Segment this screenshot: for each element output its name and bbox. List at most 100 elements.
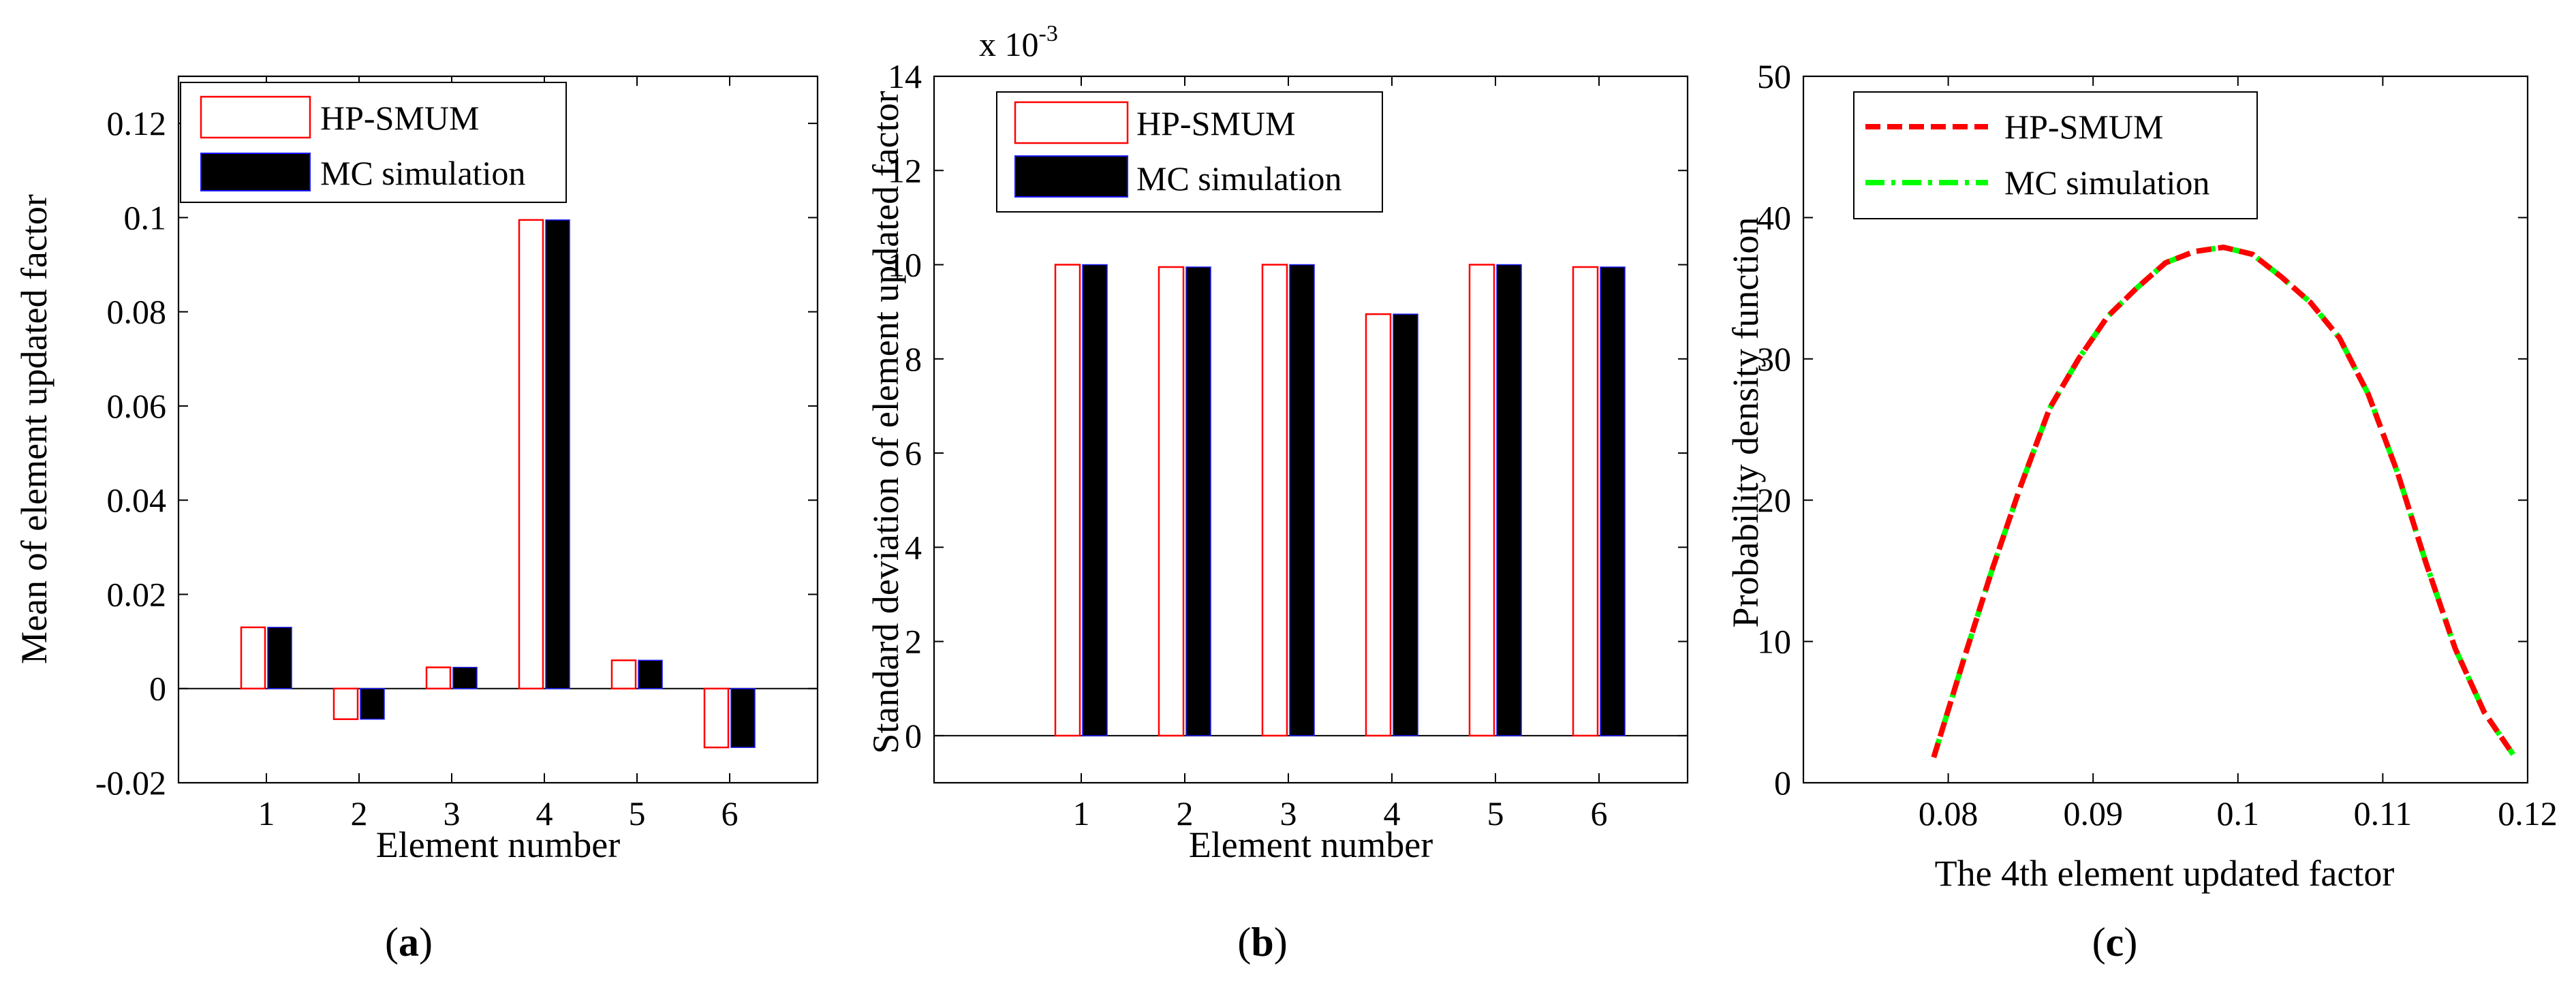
c-legend-label-hp-smum: HP-SMUM <box>2004 108 2163 146</box>
b-xtick-label: 2 <box>1177 794 1194 832</box>
a-xtick-label: 6 <box>721 794 739 832</box>
a-legend-label-mc-simulation: MC simulation <box>320 154 525 192</box>
c-legend-box <box>1853 91 2258 219</box>
a-xtick-label: 3 <box>444 794 461 832</box>
b-bar-mc-simulation-6 <box>1600 266 1626 736</box>
b-ytick-label: 14 <box>888 57 922 95</box>
b-legend-label-hp-smum: HP-SMUM <box>1136 104 1295 142</box>
b-bar-hp-smum-6 <box>1572 266 1599 737</box>
b-legend-label-mc-simulation: MC simulation <box>1136 159 1341 198</box>
c-ytick-label: 50 <box>1757 57 1791 95</box>
b-ytick-label: 6 <box>905 434 922 472</box>
a-legend: HP-SMUM MC simulation <box>180 82 567 203</box>
c-tick-layer: 0 10 20 30 40 50 0.08 0.09 0.1 0.11 0.12 <box>1757 57 2558 832</box>
a-bar-hp-smum-2 <box>332 687 359 720</box>
b-ylabel: Standard deviation of element updated fa… <box>865 91 906 753</box>
panel-a-mean-bar-chart: -0.02 0 0.02 0.04 0.06 0.08 0.1 0.12 1 2 3 4 5 6 Mean… <box>14 75 819 965</box>
a-bar-mc-simulation-1 <box>267 627 292 689</box>
c-ylabel: Probability density function <box>1725 217 1766 628</box>
b-bar-mc-simulation-1 <box>1082 264 1108 736</box>
c-legend-label-mc-simulation: MC simulation <box>2004 164 2209 202</box>
a-bar-hp-smum-3 <box>425 666 452 689</box>
b-xlabel: Element number <box>1189 824 1433 865</box>
a-bar-hp-smum-5 <box>610 659 637 689</box>
b-ytick-label: 4 <box>905 528 922 566</box>
a-ytick-label: 0 <box>149 670 166 708</box>
b-ytick-label: 12 <box>888 151 922 189</box>
c-xtick-label: 0.09 <box>2063 794 2123 832</box>
b-xtick-label: 1 <box>1073 794 1090 832</box>
c-ytick-label: 10 <box>1757 623 1791 661</box>
c-xtick-label: 0.12 <box>2498 794 2558 832</box>
c-xtick-label: 0.1 <box>2217 794 2260 832</box>
c-ytick-label: 40 <box>1757 198 1791 236</box>
b-legend-swatch-hp-smum <box>1014 101 1129 144</box>
c-ytick-label: 30 <box>1757 340 1791 378</box>
a-marks-layer <box>179 219 818 749</box>
a-ylabel: Mean of element updated factor <box>14 194 55 664</box>
a-xtick-label: 4 <box>536 794 553 832</box>
a-xtick-label: 2 <box>351 794 368 832</box>
a-legend-swatch-hp-smum <box>200 95 311 139</box>
b-panel-label: (b) <box>1237 920 1287 965</box>
b-xtick-label: 4 <box>1384 794 1401 832</box>
b-bar-hp-smum-2 <box>1158 266 1185 737</box>
a-bar-mc-simulation-2 <box>360 687 385 720</box>
b-bar-hp-smum-4 <box>1365 313 1392 737</box>
b-bar-hp-smum-5 <box>1468 264 1495 737</box>
a-tick-layer: -0.02 0 0.02 0.04 0.06 0.08 0.1 0.12 1 2 3 4 5 6 <box>95 76 818 832</box>
a-bar-mc-simulation-5 <box>638 659 663 689</box>
a-panel-label: (a) <box>385 920 433 965</box>
a-axes-frame <box>177 75 819 784</box>
a-bar-hp-smum-4 <box>518 219 544 689</box>
b-ytick-label: 10 <box>888 246 922 284</box>
b-xtick-label: 5 <box>1487 794 1504 832</box>
b-axes-frame <box>933 75 1689 784</box>
b-ytick-label: 0 <box>905 717 922 755</box>
a-bar-mc-simulation-4 <box>545 219 570 689</box>
b-marks-layer <box>934 264 1688 737</box>
a-legend-swatch-mc-simulation <box>200 153 311 191</box>
b-ytick-label: 8 <box>905 340 922 378</box>
b-xtick-label: 3 <box>1280 794 1297 832</box>
a-bar-mc-simulation-6 <box>730 687 756 748</box>
c-ytick-label: 20 <box>1757 481 1791 519</box>
c-xtick-label: 0.11 <box>2354 794 2412 832</box>
a-ytick-label: 0.08 <box>107 293 167 331</box>
c-ytick-label: 0 <box>1774 764 1791 802</box>
a-legend-label-hp-smum: HP-SMUM <box>320 99 479 137</box>
c-series-line-hp-smum <box>1931 245 2516 758</box>
a-ytick-label: -0.02 <box>95 764 166 802</box>
b-xtick-label: 6 <box>1591 794 1608 832</box>
c-marks-layer <box>1931 245 2516 758</box>
panel-c-pdf-line-chart: 0 10 20 30 40 50 0.08 0.09 0.1 0.11 0.12 Probabili… <box>1725 57 2558 965</box>
a-xlabel: Element number <box>376 824 620 865</box>
c-legend: HP-SMUM MC simulation <box>1853 91 2258 219</box>
b-panel-letter: b <box>1251 920 1273 965</box>
b-bar-mc-simulation-2 <box>1185 266 1211 736</box>
b-bar-hp-smum-3 <box>1261 264 1288 737</box>
a-xtick-label: 5 <box>629 794 646 832</box>
a-ytick-label: 0.12 <box>107 104 167 142</box>
c-series-line-mc-simulation <box>1931 245 2516 758</box>
a-ytick-label: 0.04 <box>107 481 167 519</box>
a-bar-hp-smum-1 <box>240 626 266 689</box>
a-ytick-label: 0.02 <box>107 575 167 613</box>
c-panel-label: (c) <box>2092 920 2138 965</box>
a-bar-mc-simulation-3 <box>452 666 478 689</box>
b-legend: HP-SMUM MC simulation <box>996 91 1383 213</box>
b-ytick-label: 2 <box>905 623 922 661</box>
b-multiplier-exponent: -3 <box>1039 21 1058 46</box>
b-bar-hp-smum-1 <box>1054 264 1081 737</box>
b-bar-mc-simulation-3 <box>1289 264 1315 736</box>
a-ytick-label: 0.1 <box>124 198 167 236</box>
b-multiplier: x 10-3 <box>979 21 1058 63</box>
a-xtick-label: 1 <box>258 794 275 832</box>
c-panel-letter: c <box>2106 920 2124 965</box>
b-multiplier-base: x 10 <box>979 25 1039 63</box>
a-ytick-label: 0.06 <box>107 387 167 425</box>
c-xlabel: The 4th element updated factor <box>1935 853 2395 894</box>
